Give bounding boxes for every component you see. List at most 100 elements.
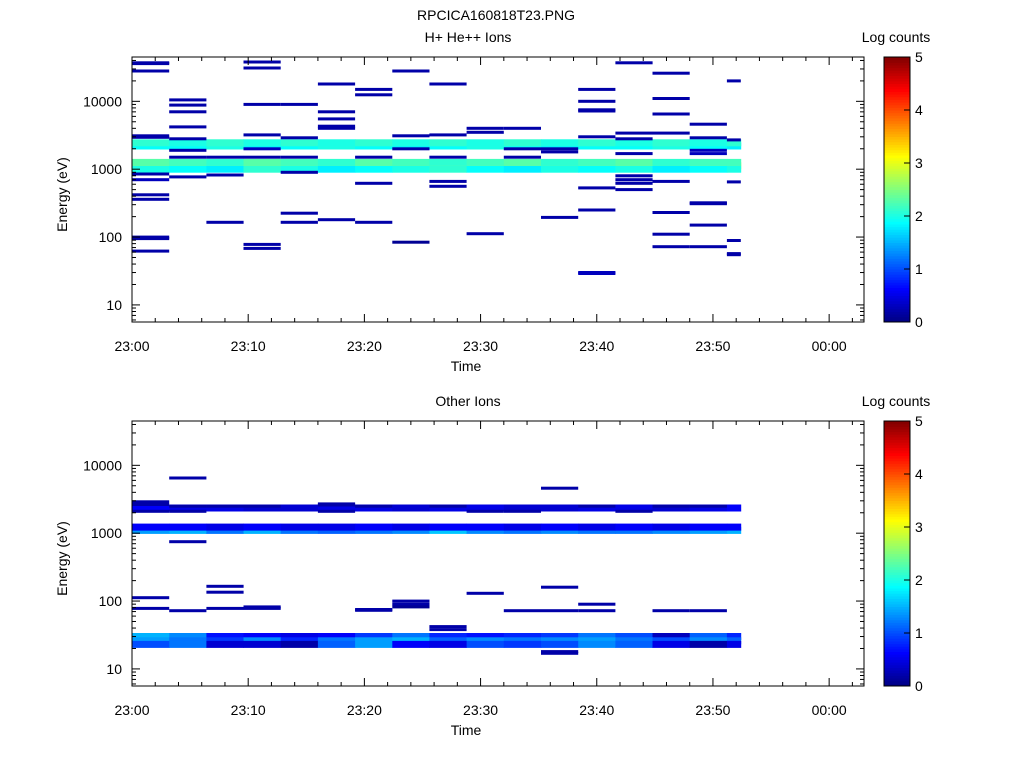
- spectrogram-cell: [429, 637, 467, 645]
- colorbar-step: [884, 189, 910, 193]
- spectrogram-cell: [132, 158, 170, 166]
- spectrogram-segment: [317, 126, 356, 130]
- spectrogram-cell: [243, 504, 282, 512]
- spectrogram-cell: [578, 139, 616, 147]
- colorbar-step: [884, 298, 910, 302]
- colorbar-step: [884, 200, 910, 204]
- colorbar-step: [884, 511, 910, 515]
- spectrogram-segment: [429, 155, 467, 159]
- spectrogram-segment: [466, 591, 504, 595]
- spectrogram-segment: [132, 596, 170, 600]
- spectrogram-segment: [652, 232, 690, 236]
- colorbar-step: [884, 218, 910, 222]
- spectrogram-segment: [578, 87, 616, 91]
- spectrogram-segment: [466, 509, 504, 513]
- spectrogram-cell: [503, 637, 542, 645]
- spectrogram-cell: [355, 139, 393, 147]
- spectrogram-segment: [355, 504, 393, 508]
- colorbar-step: [884, 609, 910, 613]
- colorbar-step: [884, 638, 910, 642]
- spectrogram-cell: [652, 640, 691, 648]
- colorbar-tick-label: 4: [915, 466, 923, 482]
- spectrogram-cell: [243, 633, 282, 640]
- x-tick-label: 23:50: [695, 338, 730, 354]
- colorbar-tick-label: 2: [915, 572, 923, 588]
- colorbar-step: [884, 163, 910, 167]
- spectrogram-cell: [429, 504, 467, 512]
- spectrogram-segment: [541, 215, 579, 219]
- colorbar-step: [884, 487, 910, 491]
- spectrogram-segment: [317, 124, 356, 128]
- spectrogram-segment: [466, 130, 504, 134]
- colorbar-step: [884, 213, 910, 217]
- spectrogram-cell: [169, 158, 207, 166]
- spectrogram-segment: [615, 137, 653, 141]
- spectrogram-cell: [466, 640, 505, 648]
- spectrogram-segment: [726, 138, 741, 142]
- spectrogram-segment: [280, 220, 318, 224]
- spectrogram-segment: [132, 178, 170, 182]
- spectrogram-segment: [169, 509, 207, 513]
- spectrogram-segment: [243, 606, 281, 610]
- colorbar-step: [884, 237, 910, 241]
- spectrogram-cell: [541, 504, 579, 512]
- colorbar-step: [884, 587, 910, 592]
- colorbar-step: [884, 553, 910, 557]
- colorbar-step: [884, 450, 910, 454]
- spectrogram-cell: [206, 523, 244, 531]
- colorbar-step: [884, 463, 910, 467]
- spectrogram-cell: [726, 504, 742, 512]
- spectrogram-segment: [132, 197, 170, 201]
- spectrogram-segment: [689, 122, 727, 126]
- spectrogram-cell: [689, 640, 728, 648]
- colorbar-step: [884, 630, 910, 634]
- spectrogram-segment: [169, 98, 207, 102]
- spectrogram-segment: [503, 126, 541, 130]
- colorbar-step: [884, 566, 910, 570]
- colorbar-step: [884, 78, 910, 82]
- colorbar-step: [884, 231, 910, 236]
- spectrogram-cell: [206, 139, 244, 147]
- colorbar-step: [884, 128, 910, 132]
- x-axis-label: Time: [451, 358, 482, 374]
- spectrogram-cell: [169, 165, 207, 173]
- spectrogram-cell: [355, 633, 393, 640]
- spectrogram-cell: [392, 158, 430, 166]
- colorbar-step: [884, 643, 910, 647]
- colorbar-step: [884, 516, 910, 520]
- spectrogram-cell: [726, 165, 742, 173]
- colorbar-step: [884, 242, 910, 246]
- colorbar-step: [884, 479, 910, 483]
- spectrogram-segment: [726, 239, 741, 242]
- spectrogram-segment: [503, 147, 541, 151]
- colorbar-step: [884, 295, 910, 299]
- y-tick-label: 10000: [83, 457, 122, 473]
- spectrogram-segment: [392, 69, 430, 73]
- colorbar-step: [884, 157, 910, 161]
- colorbar-step: [884, 542, 910, 547]
- spectrogram-cell: [466, 633, 505, 640]
- colorbar-step: [884, 239, 910, 243]
- colorbar-step: [884, 527, 910, 531]
- colorbar-step: [884, 513, 910, 517]
- spectrogram-segment: [132, 69, 170, 73]
- colorbar-step: [884, 290, 910, 294]
- spectrogram-segment: [541, 651, 579, 655]
- x-tick-label: 23:40: [579, 338, 614, 354]
- colorbar-step: [884, 558, 910, 562]
- spectrogram-segment: [317, 117, 356, 121]
- colorbar-step: [884, 508, 910, 512]
- spectrogram-cell: [615, 523, 653, 531]
- colorbar-step: [884, 316, 910, 320]
- colorbar-step: [884, 125, 910, 130]
- spectrogram-cell: [206, 165, 244, 173]
- colorbar-step: [884, 192, 910, 196]
- spectrogram-segment: [726, 253, 741, 257]
- spectrogram-segment: [541, 147, 579, 151]
- spectrogram-cell: [206, 158, 244, 166]
- spectrogram-cell: [652, 633, 691, 640]
- spectrogram-cell: [429, 523, 467, 531]
- spectrogram-segment: [243, 102, 281, 106]
- spectrogram-segment: [355, 220, 393, 224]
- spectrogram-cell: [169, 637, 207, 645]
